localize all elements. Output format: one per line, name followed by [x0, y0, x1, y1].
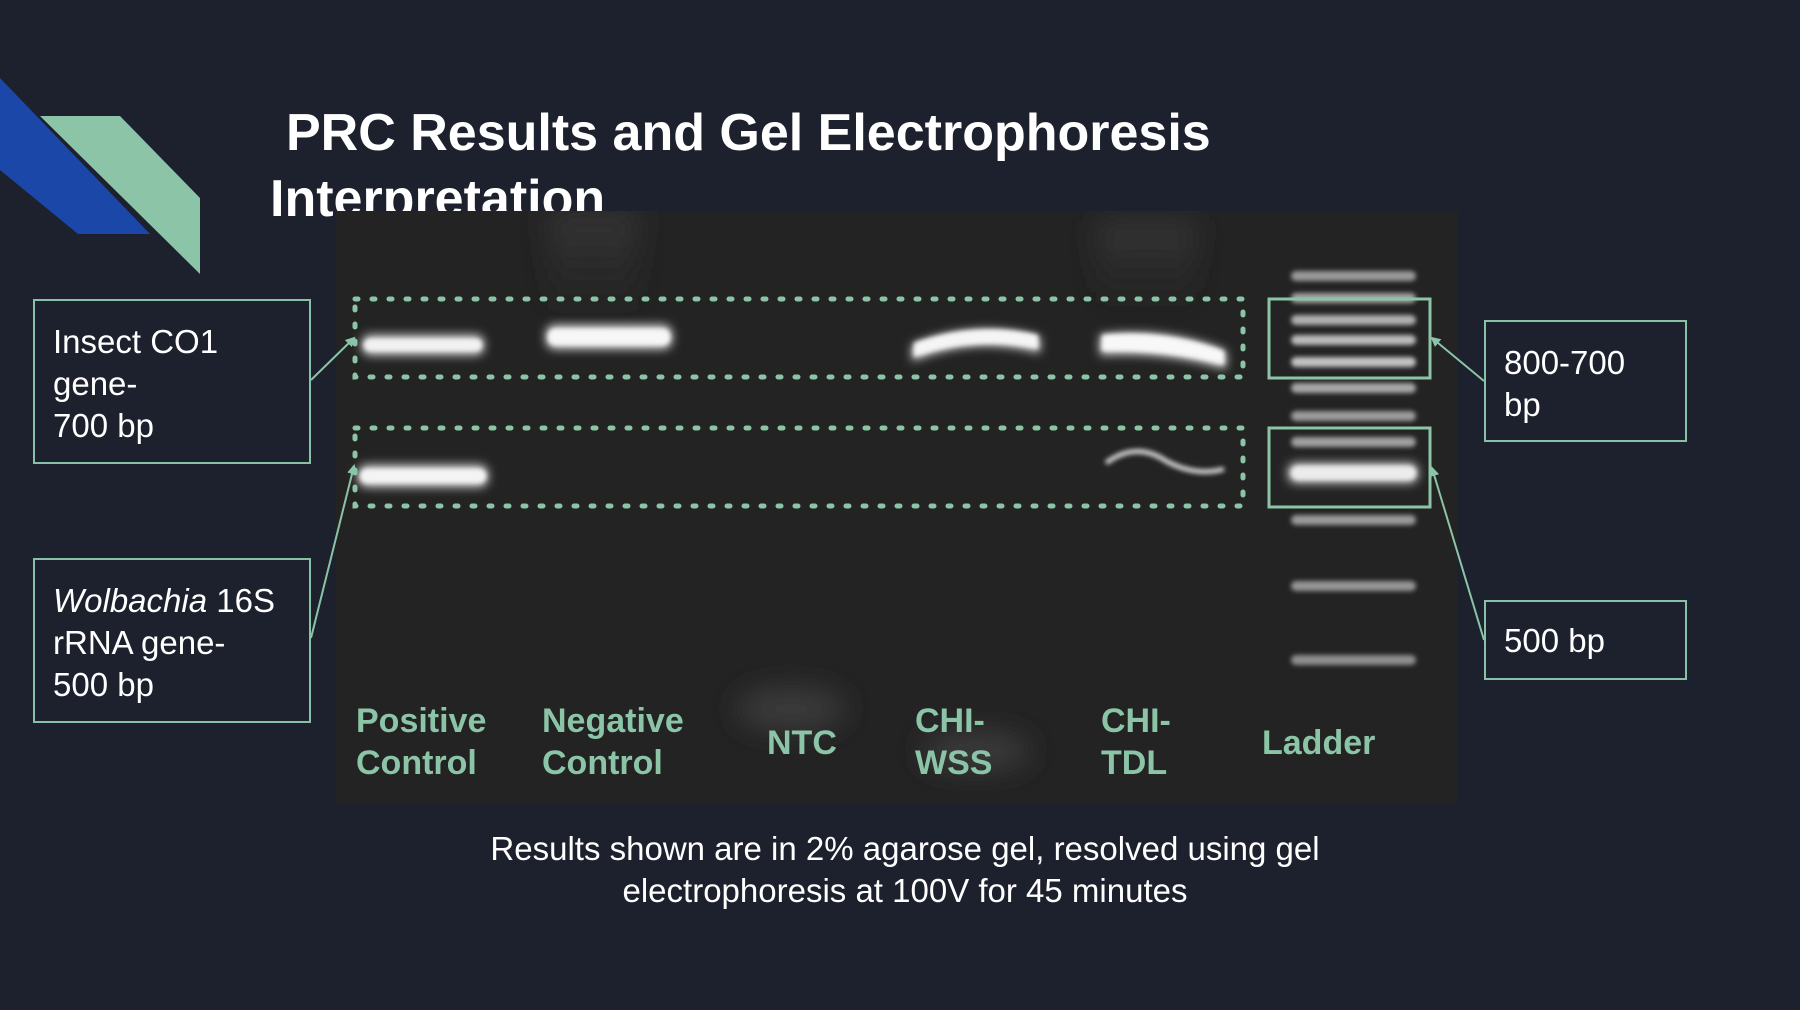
- lane-label-chi-tdl: CHI- TDL: [1101, 700, 1171, 784]
- band-positive-upper: [364, 339, 482, 351]
- callout-800-line-2: bp: [1504, 386, 1541, 423]
- gel-background: [336, 211, 1458, 803]
- ladder-band-10: [1291, 515, 1416, 525]
- lane-4-line-2: WSS: [915, 744, 993, 782]
- callout-co1-gene: Insect CO1 gene- 700 bp: [33, 299, 311, 464]
- ladder-band-9: [1291, 466, 1416, 480]
- ladder-band-6: [1291, 383, 1416, 393]
- slide-title: PRC Results and Gel Electrophoresis Inte…: [270, 100, 1211, 232]
- callout-co1-line-3: 700 bp: [53, 407, 154, 444]
- ladder-band-5: [1291, 357, 1416, 367]
- callout-co1-line-1: Insect CO1: [53, 323, 219, 360]
- title-line-1: PRC Results and Gel Electrophoresis: [286, 104, 1211, 162]
- ladder-band-2: [1291, 293, 1416, 303]
- lane-1-line-1: Positive: [356, 702, 487, 740]
- ladder-band-3: [1291, 315, 1416, 325]
- callout-500-line-1: 500 bp: [1504, 622, 1605, 659]
- lane-label-ladder: Ladder: [1262, 722, 1375, 764]
- well-smear-tdl: [1096, 221, 1196, 311]
- lane-3-line-1: NTC: [767, 724, 837, 762]
- lane-5-line-2: TDL: [1101, 744, 1168, 782]
- lane-2-line-2: Control: [542, 744, 663, 782]
- lane-label-positive-control: Positive Control: [356, 700, 486, 784]
- callout-800-line-1: 800-700: [1504, 344, 1626, 381]
- ladder-band-11: [1291, 581, 1416, 591]
- wolbachia-16s: 16S: [207, 582, 275, 619]
- callout-800-700-bp: 800-700 bp: [1484, 320, 1687, 442]
- lane-6-line-1: Ladder: [1262, 724, 1376, 762]
- blue-stripe: [0, 78, 150, 234]
- wss-smear: [921, 731, 1031, 771]
- ladder-band-4: [1291, 335, 1416, 345]
- gel-caption: Results shown are in 2% agarose gel, res…: [340, 828, 1470, 912]
- ladder-band-1: [1291, 271, 1416, 281]
- callout-wolbachia-gene: Wolbachia 16S rRNA gene- 500 bp: [33, 558, 311, 723]
- caption-line-1: Results shown are in 2% agarose gel, res…: [490, 830, 1320, 867]
- ntc-smear: [736, 687, 846, 731]
- ladder-band-12: [1291, 655, 1416, 665]
- callout-500-bp: 500 bp: [1484, 600, 1687, 680]
- lane-label-ntc: NTC: [767, 722, 837, 764]
- band-negative: [548, 329, 670, 345]
- lane-label-chi-wss: CHI- WSS: [915, 700, 992, 784]
- callout-wolbachia-line-3: 500 bp: [53, 666, 154, 703]
- band-positive-lower: [360, 469, 486, 483]
- lane-5-line-1: CHI-: [1101, 702, 1171, 740]
- lane-1-line-2: Control: [356, 744, 477, 782]
- green-stripe: [40, 116, 200, 274]
- caption-line-2: electrophoresis at 100V for 45 minutes: [622, 872, 1188, 909]
- lane-label-negative-control: Negative Control: [542, 700, 684, 784]
- lane-4-line-1: CHI-: [915, 702, 985, 740]
- gel-image: [336, 211, 1458, 803]
- corner-decoration: [0, 78, 200, 274]
- callout-wolbachia-line-1: Wolbachia 16S: [53, 580, 291, 622]
- wolbachia-italic: Wolbachia: [53, 582, 208, 619]
- well-smear-negative: [548, 211, 638, 321]
- lane-2-line-1: Negative: [542, 702, 684, 740]
- callout-wolbachia-line-2: rRNA gene-: [53, 624, 226, 661]
- callout-co1-line-2: gene-: [53, 365, 138, 402]
- ladder-band-7: [1291, 411, 1416, 421]
- ladder-band-8: [1291, 437, 1416, 447]
